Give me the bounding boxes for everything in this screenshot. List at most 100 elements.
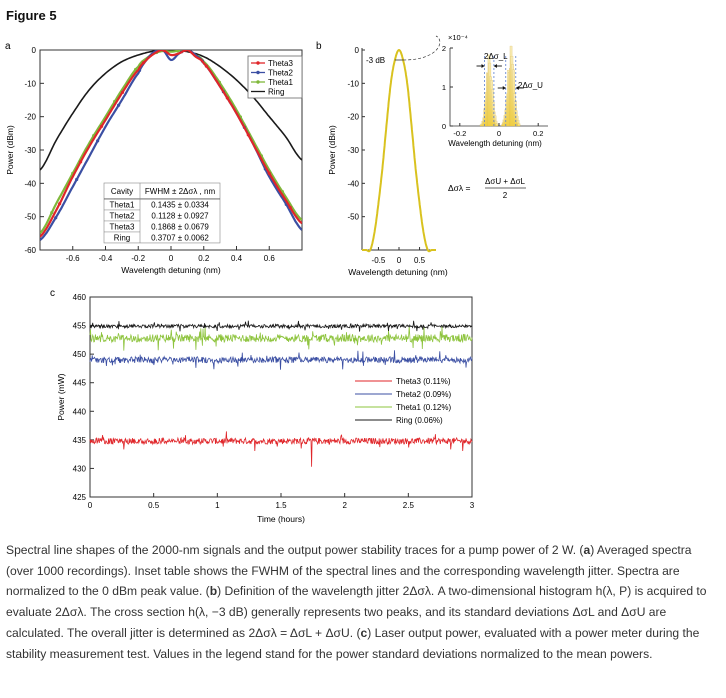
inset-table-cell: Ring [114,233,130,242]
caption-text-2: ) Averaged spectra (over 1000 recordings… [6,543,692,599]
legend-label-Theta2 (0.09%): Theta2 (0.09%) [396,390,451,399]
y-tick-label: 445 [73,379,87,388]
inset-exponent: ×10⁻⁴ [448,33,468,42]
formula-denominator: 2 [503,191,508,200]
legend-label-Ring: Ring [268,88,284,97]
y-tick-label: 0 [355,46,360,55]
series-marker-Theta2 [96,139,100,143]
y-tick-label: 435 [73,436,87,445]
caption-ref-c: c [360,625,368,640]
formula-lhs: Δσλ = [448,183,471,193]
series-marker-Theta3 [204,64,208,68]
y-axis-label: Power (dBm) [5,125,15,175]
y-tick-label: -40 [347,179,359,188]
y-tick-label: -10 [347,79,359,88]
y-tick-label: -30 [347,146,359,155]
inset-x-tick-label: -0.2 [453,129,466,138]
formula-numerator: ΔσU + ΔσL [485,177,525,186]
series-marker-Theta2 [75,177,79,182]
legend-label-Theta3: Theta3 [268,59,293,68]
x-tick-label: 0 [88,501,93,510]
y-tick-label: 450 [73,350,87,359]
series-marker-Theta3 [141,61,146,65]
inset-y-tick-label: 1 [442,83,446,92]
series-marker-Theta1 [50,210,54,215]
y-tick-label: -10 [24,79,36,88]
legend-marker-Theta2 [256,70,260,75]
series-trace-Theta3 (0.11%) [89,431,473,467]
x-tick-label: 3 [470,501,475,510]
zoom-connector [403,35,441,61]
legend-box [352,375,470,431]
inset-y-tick-label: 0 [442,122,446,131]
y-tick-label: -50 [347,213,359,222]
series-marker-Theta3 [99,124,104,128]
y-tick-label: -60 [24,246,36,255]
sigma-arrowhead [493,64,497,68]
series-marker-Theta2 [117,103,121,107]
series-marker-Theta3 [288,205,292,210]
caption-ref-b: b [209,584,218,599]
x-tick-label: 0.5 [148,501,160,510]
sigma-arrowhead [515,86,519,90]
series-line-spectrum [362,48,436,253]
series-marker-Theta3 [120,90,125,94]
figure-caption: Spectral line shapes of the 2000-nm sign… [6,540,718,664]
x-tick-label: 2.5 [403,501,415,510]
caption-text-1: Spectral line shapes of the 2000-nm sign… [6,543,584,557]
sigma-lower-label: 2Δσ_L [484,52,508,61]
y-tick-label: -40 [24,179,36,188]
y-tick-label: 440 [73,407,87,416]
caption-text-4: ) Laser output power, evaluated with a p… [6,625,700,661]
x-axis-label: Wavelength detuning (nm) [121,265,221,275]
panel-a-plot-area [40,50,302,241]
legend-label-Theta1 (0.12%): Theta1 (0.12%) [396,403,451,412]
inset-table-cell: Theta1 [110,200,135,209]
panel-c-letter: c [50,288,55,299]
x-axis-label: Time (hours) [257,514,305,524]
y-tick-label: -50 [24,213,36,222]
inset-table-header-cell: Cavity [111,187,133,196]
series-marker-Theta3 [79,160,83,164]
caption-ref-a: a [583,543,591,557]
sigma-arrowhead [502,86,506,90]
x-axis-label: Wavelength detuning (nm) [348,267,448,277]
legend-label-Theta3 (0.11%): Theta3 (0.11%) [396,377,451,386]
y-tick-label: 455 [73,322,87,331]
panel-b-letter: b [316,41,322,52]
legend-marker-Theta3 [256,61,260,65]
series-marker-Theta3 [58,202,62,206]
inset-table-box [103,182,221,244]
inset-x-tick-label: 0 [497,129,501,138]
x-tick-label: 0.5 [414,256,426,265]
legend-label-Ring (0.06%): Ring (0.06%) [396,416,443,425]
legend-label-Theta2: Theta2 [268,69,293,78]
histogram-bar [495,123,499,127]
panel-c-chart: c 425 430 435 440 445 450 455 460 0 0.5 1 1.5 2 2.5 3 Ti… [50,288,475,524]
panel-a-chart: a 0 -10 -20 -30 -40 -50 -60 -0.6 -0.4 -0.2 0 0.2 0.4 0… [5,41,303,275]
y-tick-label: -20 [347,113,359,122]
minus-3db-label: -3 dB [366,56,385,65]
x-tick-label: 1.5 [275,501,287,510]
y-axis-label: Power (dBm) [327,125,337,175]
series-marker-Theta1 [175,50,180,53]
x-tick-label: -0.2 [131,254,145,263]
series-trace-Theta2 (0.09%) [89,350,473,370]
inset-y-tick-label: 2 [442,44,446,53]
x-tick-label: -0.4 [99,254,113,263]
figure-title: Figure 5 [6,8,57,23]
x-tick-label: 0 [397,256,402,265]
y-tick-label: 460 [73,293,87,302]
series-marker-Theta3 [246,133,250,137]
x-tick-label: 2 [342,501,347,510]
x-tick-label: 1 [215,501,220,510]
x-tick-label: -0.6 [66,254,80,263]
caption-text-3: ) Definition of the wavelength jitter 2Δ… [6,584,707,640]
inset-table-cell: Theta2 [110,211,135,220]
inset-x-tick-label: 0.2 [533,129,543,138]
y-tick-label: 0 [32,46,37,55]
inset-table-cell: 0.3707 ± 0.0062 [151,233,209,242]
sigma-arrowhead [481,64,485,68]
series-trace-Ring (0.06%) [89,320,473,332]
series-line-Ring [40,50,302,171]
